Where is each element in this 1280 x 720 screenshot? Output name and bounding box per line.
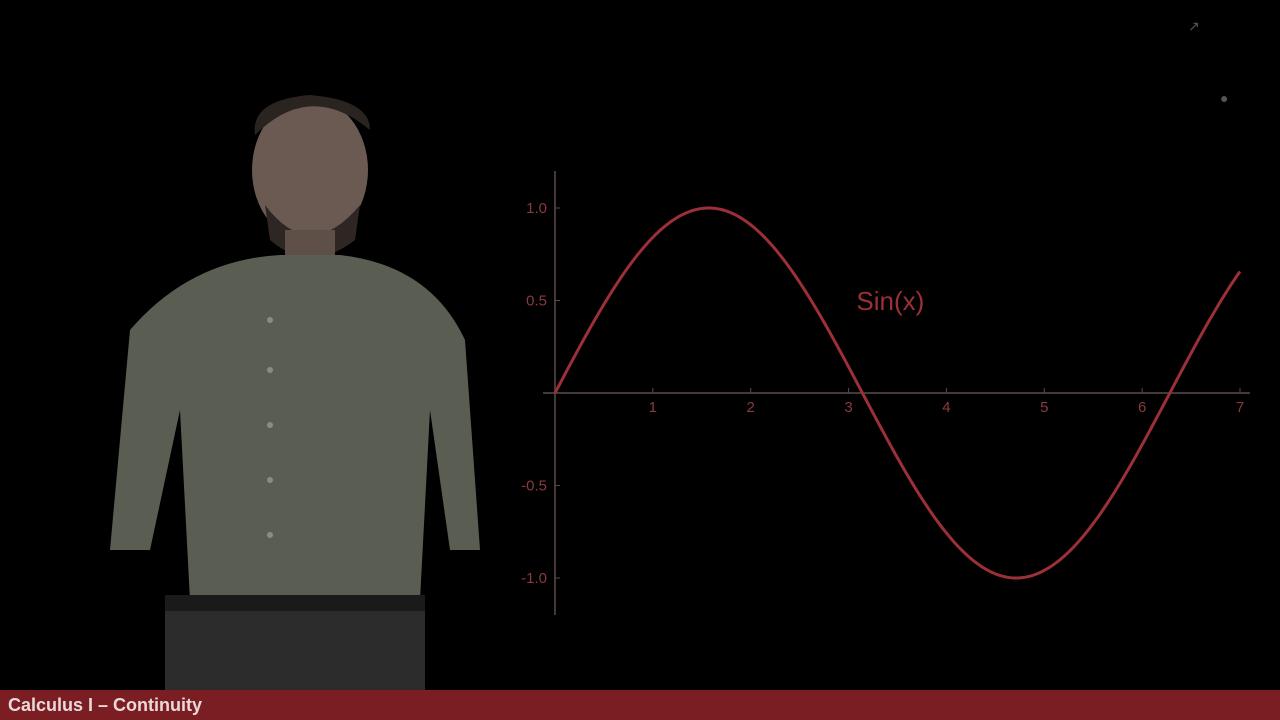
x-tick-label-6: 6 <box>1138 399 1146 416</box>
x-tick-label-3: 3 <box>844 399 852 416</box>
sine-curve <box>553 206 1242 580</box>
x-tick-label-1: 1 <box>649 399 657 416</box>
sine-chart: 1 2 3 4 5 6 7 1.0 0.5 -0.5 -1.0 Sin(x) <box>521 171 1250 615</box>
y-tick-label--0.5: -0.5 <box>521 478 547 495</box>
corner-glyph: ↗ <box>1188 18 1200 34</box>
presenter-silhouette <box>110 95 480 690</box>
curve-label: Sin(x) <box>856 286 924 316</box>
y-tick-label-1.0: 1.0 <box>526 200 547 217</box>
y-tick-label-0.5: 0.5 <box>526 293 547 310</box>
x-tick-label-5: 5 <box>1040 399 1048 416</box>
x-tick-label-7: 7 <box>1236 399 1244 416</box>
x-tick-label-4: 4 <box>942 399 950 416</box>
lower-third-banner: Calculus I – Continuity <box>0 690 1280 720</box>
video-stage: ↗ ● 1 2 3 4 5 6 7 1.0 0.5 -0.5 -1.0 Sin(x) <box>110 18 1250 690</box>
y-tick-label--1.0: -1.0 <box>521 570 547 587</box>
corner-dot: ● <box>1220 90 1229 106</box>
x-tick-label-2: 2 <box>747 399 755 416</box>
lower-third-title: Calculus I – Continuity <box>8 695 203 715</box>
